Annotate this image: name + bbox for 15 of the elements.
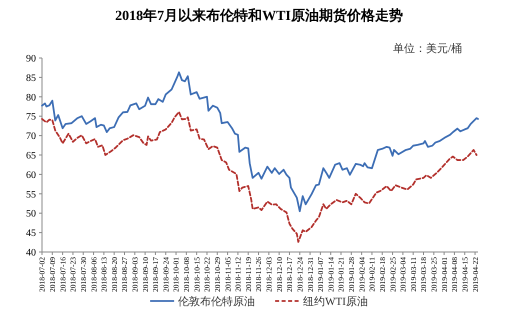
y-tick-label: 55 bbox=[26, 189, 36, 200]
y-tick-label: 80 bbox=[26, 92, 36, 104]
legend-label: 伦敦布伦特原油 bbox=[178, 295, 256, 308]
y-tick-label: 90 bbox=[26, 54, 36, 64]
y-tick-label: 70 bbox=[26, 131, 36, 142]
y-tick-label: 75 bbox=[26, 112, 36, 123]
y-tick-label: 65 bbox=[26, 150, 36, 162]
y-tick-label: 50 bbox=[26, 208, 36, 220]
chart-title: 2018年7月以来布伦特和WTI原油期货价格走势 bbox=[115, 8, 403, 24]
text: 单位：美元/桶 bbox=[392, 42, 462, 55]
y-tick-label: 40 bbox=[26, 248, 36, 258]
y-tick-label: 45 bbox=[26, 228, 36, 240]
y-tick-label: 60 bbox=[26, 170, 36, 181]
y-tick-label: 85 bbox=[26, 72, 36, 84]
legend-label: 纽约WTI原油 bbox=[303, 295, 368, 308]
